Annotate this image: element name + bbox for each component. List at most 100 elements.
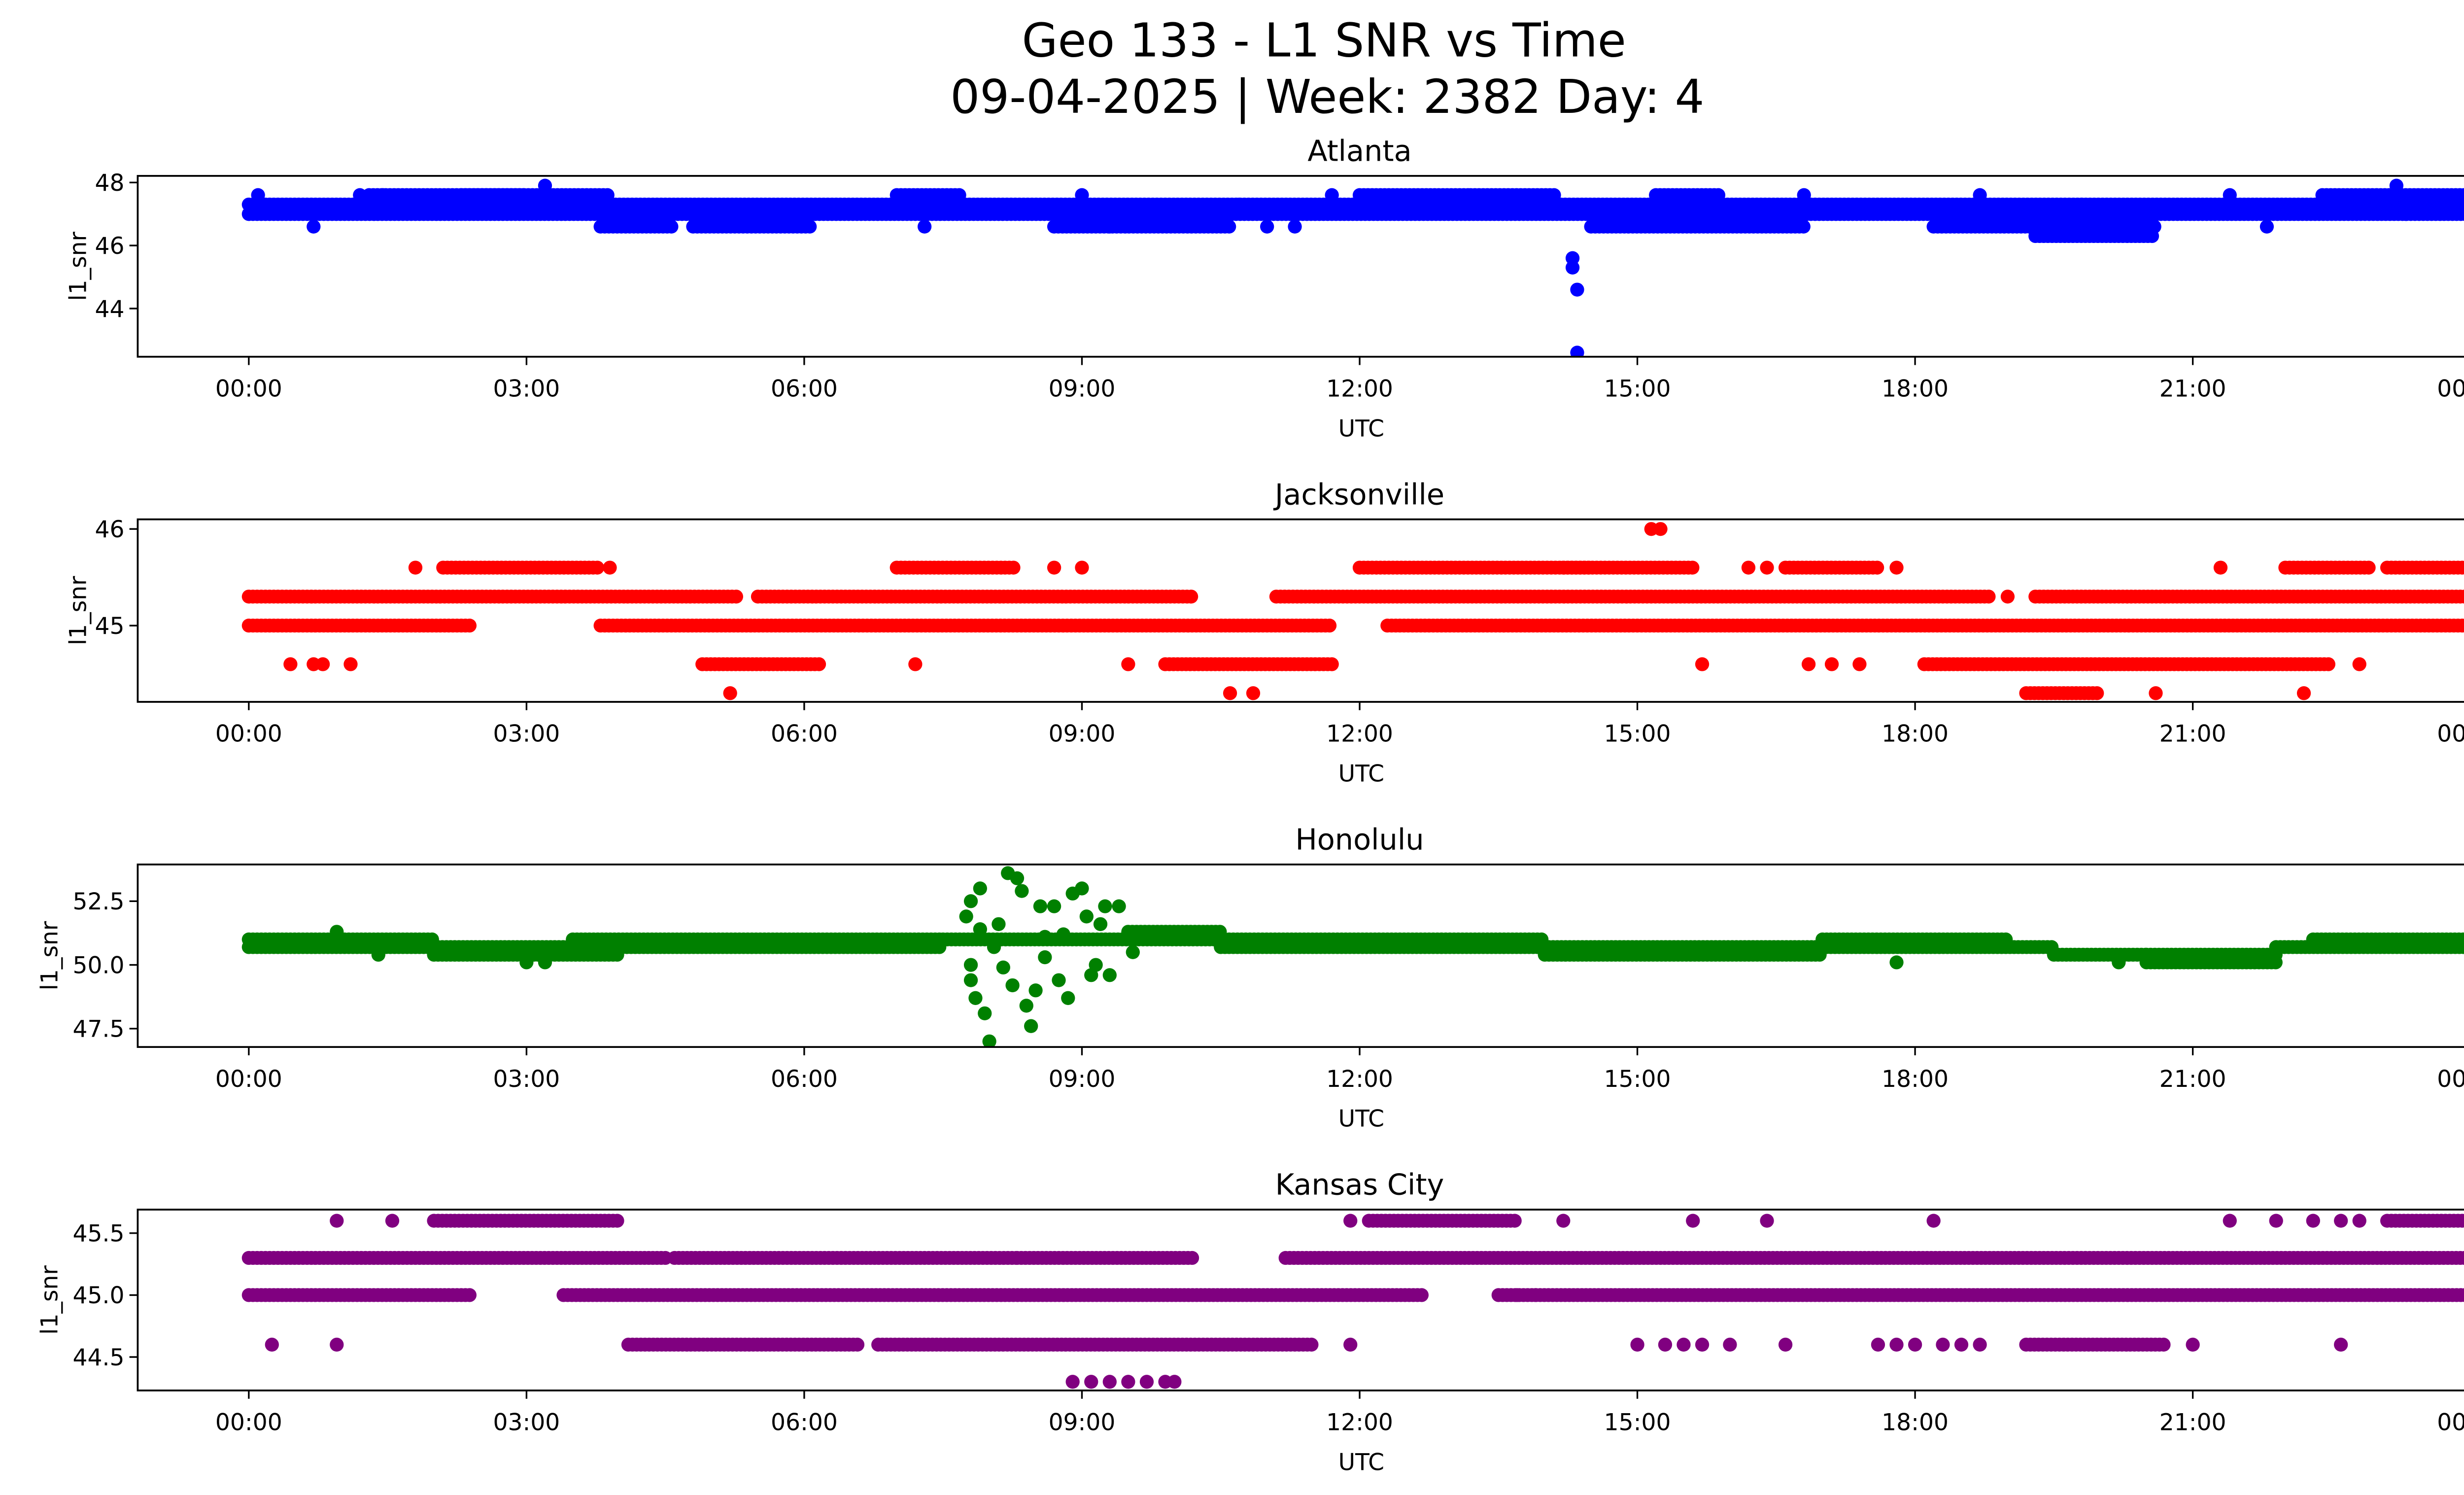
data-point — [917, 219, 932, 234]
data-point — [1260, 219, 1274, 234]
x-tick-label: 09:00 — [1049, 376, 1116, 403]
data-point — [371, 947, 385, 962]
data-point — [952, 188, 966, 202]
data-point — [1288, 219, 1302, 234]
data-point — [538, 178, 552, 193]
data-point — [1121, 657, 1135, 671]
x-tick-label: 12:00 — [1326, 376, 1393, 403]
data-point — [353, 188, 367, 202]
data-point — [2459, 561, 2464, 574]
data-point — [1126, 945, 1140, 959]
data-point — [963, 958, 978, 972]
y-tick-label: 47.5 — [73, 1016, 125, 1043]
data-point — [1028, 983, 1043, 998]
data-point — [1024, 1019, 1038, 1033]
x-tick-label: 21:00 — [2159, 721, 2226, 748]
data-point — [2000, 590, 2015, 604]
data-point — [519, 955, 534, 970]
x-tick-label: 00:00 — [215, 721, 282, 748]
x-tick-label: 21:00 — [2159, 1066, 2226, 1093]
data-point — [2158, 590, 2172, 604]
data-point — [729, 590, 744, 604]
figure-title-line1: Geo 133 - L1 SNR vs Time — [1022, 14, 1626, 68]
x-tick-label: 03:00 — [493, 721, 560, 748]
data-point — [1889, 560, 1904, 575]
x-tick-label: 03:00 — [493, 376, 560, 403]
x-tick-label: 15:00 — [1604, 376, 1671, 403]
panel-title: Kansas City — [1275, 1168, 1444, 1202]
data-point — [538, 955, 552, 970]
data-point — [982, 1034, 996, 1047]
x-tick-label: 15:00 — [1604, 721, 1671, 748]
data-point — [1038, 950, 1052, 965]
x-tick-label: 00:00 — [2437, 1066, 2464, 1093]
data-point — [1089, 958, 1103, 972]
data-point — [2462, 200, 2464, 209]
data-point — [978, 1006, 992, 1020]
data-point — [1999, 932, 2013, 947]
x-tick-label: 09:00 — [1049, 1066, 1116, 1093]
data-point — [973, 881, 987, 896]
panel-title: Atlanta — [1307, 134, 1411, 168]
x-tick-label: 15:00 — [1604, 1066, 1671, 1093]
data-point — [1184, 590, 1198, 604]
x-tick-label: 12:00 — [1326, 721, 1393, 748]
y-tick-label: 44 — [95, 296, 125, 323]
data-point — [1760, 560, 1774, 575]
data-point — [1246, 686, 1261, 700]
x-tick-label: 09:00 — [1049, 721, 1116, 748]
data-point — [1414, 1288, 1429, 1302]
data-point — [723, 686, 737, 700]
data-point — [2460, 933, 2464, 946]
data-point — [1797, 188, 1811, 202]
data-point — [1038, 930, 1052, 944]
y-axis-label: l1_snr — [36, 921, 63, 990]
data-point — [1075, 881, 1089, 896]
data-point — [987, 940, 1001, 954]
data-point — [664, 219, 679, 234]
data-point — [2223, 188, 2237, 202]
data-point — [1061, 991, 1075, 1005]
y-tick-label: 46 — [95, 233, 125, 260]
y-tick-label: 50.0 — [73, 952, 125, 979]
scatter-series-kansas-city — [241, 1214, 2464, 1389]
data-point — [1565, 260, 1580, 275]
data-point — [1547, 188, 1561, 202]
data-point — [1870, 560, 1884, 575]
data-point — [462, 619, 477, 633]
data-point — [1006, 560, 1021, 575]
y-tick-label: 45 — [95, 613, 125, 640]
data-point — [2112, 955, 2126, 970]
data-point — [2259, 219, 2274, 234]
data-point — [1570, 346, 1584, 357]
y-tick-label: 46 — [95, 516, 125, 543]
data-point — [2213, 560, 2228, 575]
data-point — [1741, 560, 1756, 575]
x-tick-label: 00:00 — [2437, 376, 2464, 403]
data-point — [408, 560, 423, 575]
data-point — [2398, 207, 2413, 221]
data-point — [1005, 978, 1020, 993]
data-point — [908, 657, 923, 671]
data-point — [1982, 590, 1996, 604]
x-tick-label: 00:00 — [215, 376, 282, 403]
data-point — [1056, 927, 1071, 941]
data-point — [2457, 1251, 2464, 1265]
data-point — [376, 188, 390, 202]
data-point — [2457, 590, 2464, 604]
x-axis-label: UTC — [1338, 1106, 1384, 1133]
data-point — [1052, 973, 1066, 987]
scatter-series-atlanta — [241, 178, 2464, 357]
data-point — [307, 219, 321, 234]
data-point — [1079, 909, 1094, 924]
x-tick-label: 21:00 — [2159, 376, 2226, 403]
data-point — [2296, 686, 2311, 700]
x-axis-label: UTC — [1338, 761, 1384, 788]
data-point — [1019, 999, 1033, 1013]
data-point — [590, 560, 605, 575]
y-axis-label: l1_snr — [65, 231, 92, 301]
data-point — [2462, 591, 2464, 602]
figure-title-line2: 09-04-2025 | Week: 2382 Day: 4 — [950, 70, 1704, 124]
